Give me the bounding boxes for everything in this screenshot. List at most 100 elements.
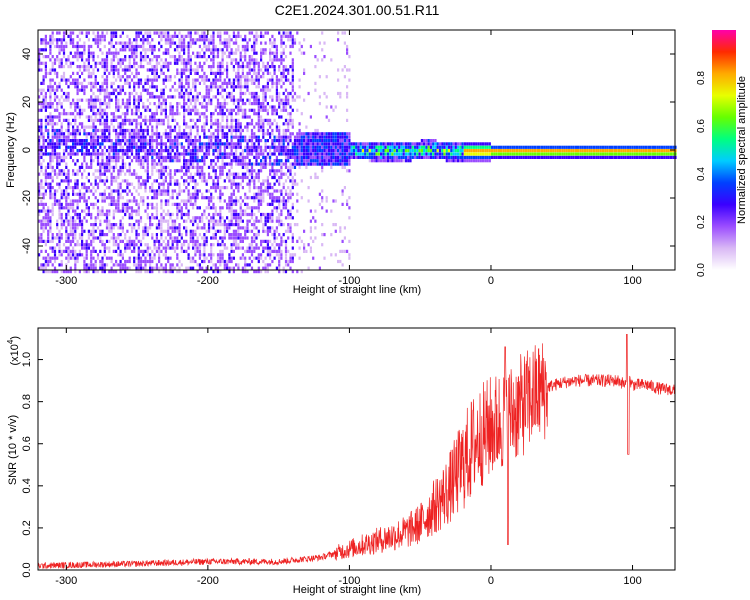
spectrogram-cell <box>221 88 224 92</box>
spectrogram-cell <box>257 115 260 119</box>
spectrogram-cell <box>78 108 81 112</box>
spectrogram-cell <box>216 243 220 247</box>
spectrogram-cell <box>291 71 294 75</box>
spectrogram-cell <box>137 179 140 183</box>
spectrogram-cell <box>309 209 312 213</box>
spectrogram-cell <box>235 155 238 159</box>
spectrogram-cell <box>232 175 235 180</box>
spectrogram-cell <box>112 270 115 274</box>
spectrogram-cell <box>187 108 190 112</box>
spectrogram-cell <box>146 31 149 35</box>
spectrogram-cell <box>262 75 265 79</box>
spectrogram-cell <box>210 199 213 203</box>
spectrogram-cell <box>151 38 154 42</box>
spectrogram-cell <box>196 38 199 42</box>
spectrogram-cell <box>155 206 158 210</box>
spectrogram-cell <box>192 192 195 196</box>
spectrogram-cell <box>318 142 321 146</box>
spectrogram-cell <box>273 142 276 146</box>
spectrogram-cell <box>185 65 188 69</box>
spectrogram-cell <box>137 65 140 69</box>
spectrogram-cell <box>244 229 247 233</box>
spectrogram-cell <box>257 253 260 257</box>
spectrogram-cell <box>44 91 47 96</box>
spectrogram-cell <box>51 128 54 133</box>
spectrogram-cell <box>248 169 251 173</box>
spectrogram-cell <box>262 155 265 159</box>
spectrogram-cell <box>110 179 113 183</box>
spectrogram-cell <box>205 48 208 52</box>
spectrogram-cell <box>151 65 154 69</box>
spectrogram-cell <box>278 135 281 139</box>
spectrogram-cell <box>219 223 222 227</box>
spectrogram-cell <box>275 122 278 126</box>
spectrogram-cell <box>155 212 158 217</box>
spectrogram-cell <box>189 192 192 196</box>
spectrogram-cell <box>135 51 138 55</box>
spectrogram-cell <box>99 233 102 237</box>
spectrogram-cell <box>103 233 106 237</box>
spectrogram-cell <box>189 256 192 260</box>
spectrogram-cell <box>262 135 265 139</box>
spectrogram-cell <box>196 68 199 72</box>
spectrogram-cell <box>99 209 102 213</box>
spectrogram-cell <box>325 135 328 139</box>
spectrogram-cell <box>67 253 70 257</box>
spectrogram-cell <box>244 135 247 139</box>
spectrogram-cell <box>74 105 77 109</box>
spectrogram-cell <box>117 61 120 65</box>
spectrogram-cell <box>38 172 41 176</box>
spectrogram-cell <box>160 243 163 247</box>
spectrogram-cell <box>207 175 211 180</box>
spectrogram-cell <box>130 199 134 203</box>
spectrogram-cell <box>74 55 77 59</box>
spectrogram-cell <box>303 243 306 247</box>
spectrogram-cell <box>81 139 84 143</box>
spectrogram-cell <box>210 51 213 55</box>
spectrogram-cell <box>196 169 199 173</box>
spectrogram-cell <box>169 88 172 92</box>
spectrogram-cell <box>144 58 147 62</box>
spectrogram-cell <box>314 226 317 230</box>
spectrogram-cell <box>101 159 104 163</box>
spectrogram-cell <box>40 266 43 270</box>
spectrogram-cell <box>183 249 186 253</box>
spectrogram-cell <box>162 209 165 213</box>
spectrogram-cell <box>78 132 81 136</box>
spectrogram-cell <box>40 41 43 45</box>
spectrogram-cell <box>226 216 229 220</box>
spectrogram-cell <box>90 152 93 156</box>
spectrogram-cell <box>126 209 129 213</box>
spectrogram-cell <box>60 132 63 136</box>
spectrogram-cell <box>275 112 278 116</box>
spectrogram-cell <box>312 149 315 153</box>
spectrogram-cell <box>167 125 170 129</box>
spectrogram-cell <box>189 135 192 139</box>
spectrogram-cell <box>121 256 124 260</box>
spectrogram-cell <box>205 266 208 270</box>
spectrogram-cell <box>69 266 72 270</box>
spectrogram-cell <box>47 263 50 267</box>
spectrogram-cell <box>128 236 131 240</box>
spectrogram-cell <box>139 259 143 264</box>
spectrogram-cell <box>232 88 235 92</box>
spectrogram-cell <box>155 58 158 62</box>
spectrogram-cell <box>69 139 72 143</box>
spectrogram-cell <box>291 65 294 69</box>
spectrogram-cell <box>275 135 278 139</box>
spectrogram-cell <box>144 31 147 35</box>
spectrogram-cell <box>135 209 138 213</box>
spectrogram-cell <box>235 98 238 102</box>
spectrogram-cell <box>117 58 120 62</box>
spectrogram-cell <box>126 142 129 146</box>
spectrogram-cell <box>160 192 163 196</box>
spectrogram-cell <box>284 246 288 250</box>
spectrogram-cell <box>318 145 321 149</box>
spectrogram-cell <box>87 58 90 62</box>
spectrogram-cell <box>212 216 215 220</box>
spectrogram-cell <box>307 152 310 156</box>
spectrogram-cell <box>103 61 106 65</box>
spectrogram-cell <box>189 266 192 270</box>
spectrogram-cell <box>192 236 195 240</box>
spectrogram-cell <box>173 172 177 176</box>
